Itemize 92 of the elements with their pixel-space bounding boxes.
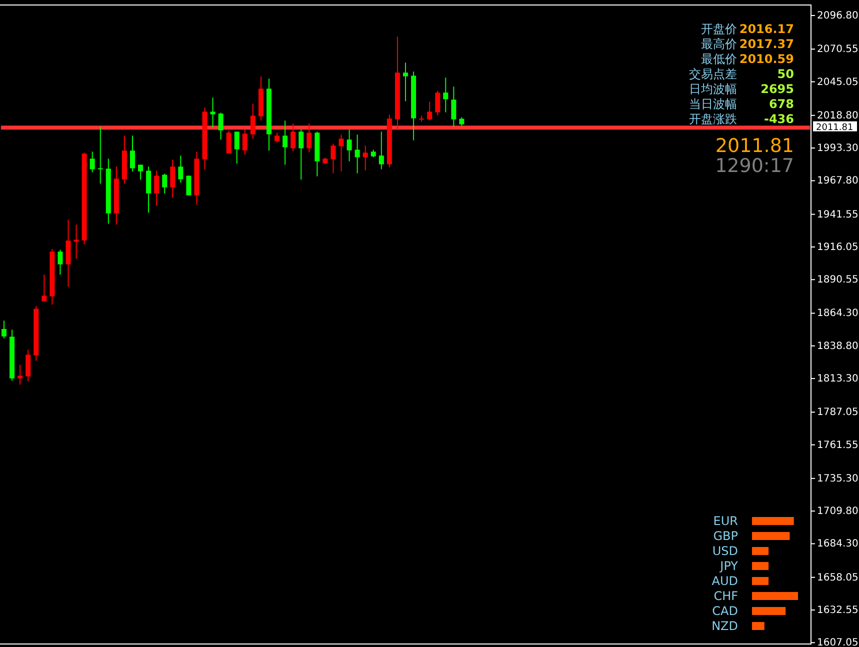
candlestick (218, 112, 224, 140)
y-tick-label: NZD (712, 619, 738, 633)
candlestick (186, 175, 192, 196)
candlestick (298, 129, 304, 180)
candlestick (290, 123, 296, 152)
candlestick (226, 130, 232, 154)
candlestick (435, 90, 440, 116)
candlestick (154, 170, 160, 206)
y-tick-label: 1838.80 (817, 340, 858, 352)
bar (752, 592, 798, 600)
annotation: 2011.81 (715, 135, 794, 157)
candlestick (443, 77, 448, 113)
candlestick (274, 132, 280, 144)
annotation: 2017.37 (739, 37, 794, 51)
y-tick-label: EUR (713, 514, 738, 528)
candlestick (306, 123, 312, 153)
bar (752, 577, 769, 585)
annotation: 最低价 (701, 52, 737, 66)
annotation: 50 (777, 67, 794, 81)
candlestick (162, 173, 168, 194)
annotation: 2695 (760, 82, 794, 96)
candlestick (66, 219, 71, 288)
candlestick (146, 166, 152, 214)
candlestick (354, 134, 360, 174)
y-tick-label: 1709.80 (817, 506, 858, 518)
bar (752, 562, 769, 570)
candlestick (234, 131, 240, 164)
bar (752, 532, 790, 540)
y-tick-label: 1735.30 (817, 473, 858, 484)
y-tick-label: 2018.80 (817, 110, 858, 122)
y-tick-label: 1890.55 (817, 274, 858, 286)
candlestick (26, 349, 31, 382)
y-tick-label: 1787.05 (817, 407, 858, 418)
y-tick-label: CHF (714, 589, 738, 603)
y-tick-label: 1941.55 (817, 209, 858, 220)
y-tick-label: 2045.05 (817, 76, 858, 88)
bar (752, 607, 786, 615)
candlestick (170, 159, 176, 198)
candlestick (403, 62, 408, 102)
y-tick-label: GBP (713, 529, 738, 543)
candlestick (427, 101, 432, 121)
annotation: 日均波幅 (689, 82, 737, 96)
y-tick-label: 2096.80 (817, 10, 858, 22)
y-tick-label: USD (712, 544, 738, 558)
candlestick (90, 151, 95, 173)
y-tick-label: 1864.30 (817, 308, 858, 320)
candlestick (451, 86, 456, 128)
candlestick (346, 129, 352, 162)
candlestick (98, 126, 103, 184)
bar (752, 517, 794, 525)
annotation: 2016.17 (739, 22, 794, 36)
candlestick (42, 274, 47, 302)
candlestick (74, 224, 79, 260)
candlestick (58, 249, 63, 276)
candlestick (138, 164, 144, 180)
candlestick (338, 134, 344, 172)
y-tick-label: 1684.30 (817, 538, 858, 550)
candlestick (2, 320, 7, 339)
text: 2011.81 (816, 122, 854, 133)
bar (752, 622, 764, 630)
annotation: 开盘涨跌 (689, 112, 737, 126)
candlestick (130, 135, 135, 172)
candlestick (18, 364, 23, 386)
candlestick (210, 97, 216, 128)
y-tick-label: CAD (712, 604, 738, 618)
y-tick-label: 1607.05 (817, 638, 858, 647)
annotation: 当日波幅 (689, 97, 737, 111)
y-tick-label: 1967.80 (817, 176, 858, 187)
bar (752, 547, 769, 555)
annotation: 交易点差 (689, 67, 737, 81)
candlestick (250, 103, 256, 140)
y-tick-label: 1916.05 (817, 242, 858, 253)
candlestick (282, 120, 288, 166)
candlestick (330, 143, 336, 174)
y-tick-label: 1658.05 (817, 572, 858, 584)
candlestick (362, 145, 368, 171)
y-tick-label: 1761.55 (817, 440, 858, 451)
y-tick-label: 1632.55 (817, 605, 858, 616)
annotation: 开盘价 (701, 22, 737, 36)
annotation: 678 (768, 97, 794, 111)
candlestick (178, 155, 184, 184)
candlestick (242, 129, 248, 156)
annotation: 2010.59 (739, 52, 794, 66)
annotation: 最高价 (701, 37, 737, 51)
y-tick-label: 1993.30 (817, 143, 858, 154)
y-tick-label: 2070.55 (817, 44, 858, 56)
annotation: -436 (764, 112, 794, 126)
annotation: 1290:17 (715, 155, 794, 177)
y-tick-label: AUD (712, 574, 738, 588)
candlestick (378, 131, 384, 170)
y-tick-label: JPY (719, 559, 739, 573)
y-tick-label: 1813.30 (817, 374, 858, 385)
